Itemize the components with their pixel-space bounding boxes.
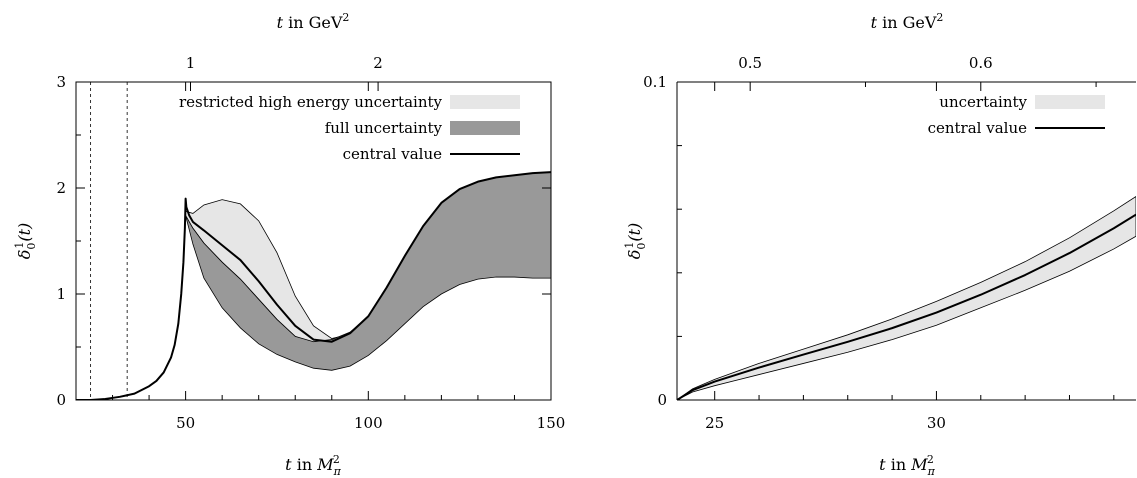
right-lines — [677, 213, 1136, 400]
legend-swatch-restricted-high-energy-uncertainty — [450, 95, 520, 109]
left-ticks: 50 100 150 1 2 0 1 2 3 — [56, 54, 565, 432]
series-line-central-value — [76, 171, 551, 400]
legend-label-central-value: central value — [343, 145, 443, 163]
y-tick-label: 3 — [56, 73, 66, 91]
y-tick-label: 2 — [56, 179, 66, 197]
left-bands — [185, 171, 551, 371]
right-bottom-axis-label: t in Mπ2 — [879, 453, 935, 478]
band-uncertainty — [677, 196, 1136, 400]
right-legend: uncertainty central value — [928, 93, 1105, 137]
right-plot-frame — [676, 81, 1136, 401]
x-tick-label: 25 — [705, 414, 724, 432]
series-line-central-value — [677, 213, 1136, 400]
x-tick-label: 30 — [927, 414, 946, 432]
band-full-uncertainty — [185, 171, 551, 371]
left-panel: 50 100 150 1 2 0 1 2 3 restricted high energy un… — [13, 11, 565, 478]
left-bottom-axis-label: t in Mπ2 — [285, 453, 341, 478]
top-tick-label: 1 — [186, 54, 196, 72]
legend-swatch-uncertainty — [1035, 95, 1105, 109]
left-legend: restricted high energy uncertainty full u… — [179, 93, 520, 163]
left-top-axis-label: t in GeV2 — [277, 11, 350, 32]
right-top-axis-label: t in GeV2 — [871, 11, 944, 32]
legend-label-restricted-high-energy-uncertainty: restricted high energy uncertainty — [179, 93, 443, 111]
y-tick-label: 0.1 — [643, 73, 667, 91]
legend-label-central-value: central value — [928, 119, 1028, 137]
y-tick-label: 1 — [56, 285, 66, 303]
left-y-axis-label: δ01(t) — [13, 223, 38, 260]
x-tick-label: 100 — [354, 414, 383, 432]
top-tick-label: 0.5 — [738, 54, 762, 72]
top-tick-label: 2 — [373, 54, 383, 72]
x-tick-label: 50 — [176, 414, 195, 432]
legend-label-uncertainty: uncertainty — [939, 93, 1027, 111]
x-tick-label: 150 — [537, 414, 566, 432]
legend-label-full-uncertainty: full uncertainty — [325, 119, 443, 137]
right-y-axis-label: δ01(t) — [623, 223, 648, 260]
left-threshold-lines — [90, 82, 128, 400]
y-tick-label: 0 — [56, 391, 66, 409]
top-tick-label: 0.6 — [969, 54, 993, 72]
right-ticks: 25 30 0.5 0.6 0 0.1 — [643, 54, 1115, 432]
right-bands — [677, 196, 1136, 400]
left-lines — [76, 171, 551, 400]
legend-swatch-full-uncertainty — [450, 121, 520, 135]
y-tick-label: 0 — [657, 391, 667, 409]
